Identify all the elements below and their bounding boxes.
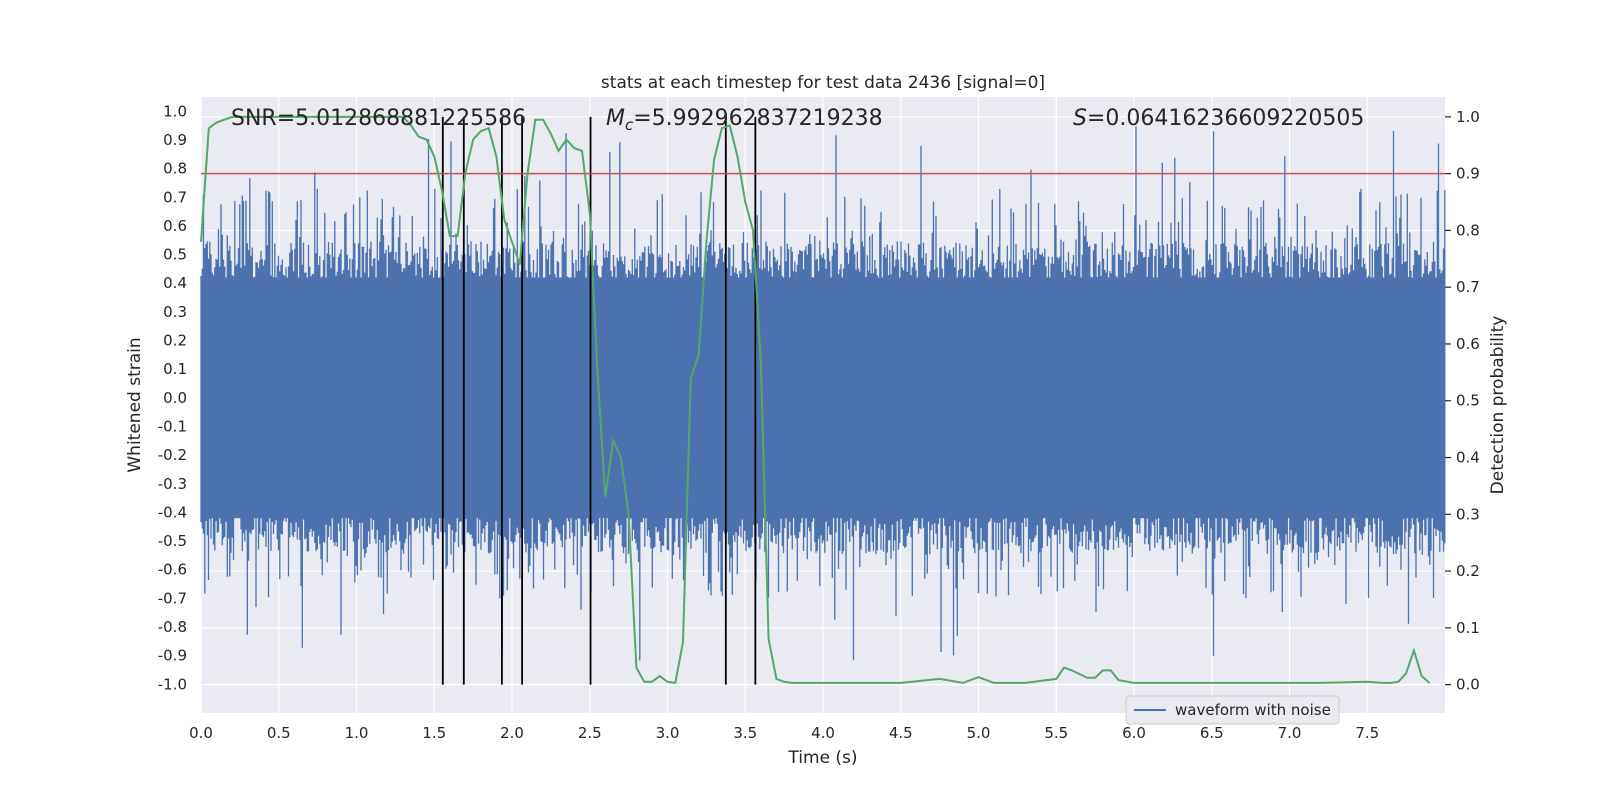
x-tick-label: 6.5: [1200, 724, 1224, 742]
x-tick-label: 5.0: [967, 724, 991, 742]
x-axis-ticks: 0.0 0.5 1.0 1.5 2.0 2.5 3.0 3.5 4.0 4.5 5.0 5.5 6.0 6…: [189, 724, 1379, 742]
right-y-tick-label: 0.3: [1456, 505, 1480, 523]
right-y-tick-label: 0.2: [1456, 562, 1480, 580]
left-y-tick-label: -0.8: [158, 618, 187, 636]
left-y-tick-label: -0.1: [158, 417, 187, 435]
left-y-tick-label: -0.6: [158, 561, 187, 579]
x-tick-label: 0.5: [267, 724, 291, 742]
chart-title: stats at each timestep for test data 243…: [601, 73, 1045, 93]
left-y-tick-label: 0.9: [163, 131, 187, 149]
left-y-tick-label: 0.2: [163, 332, 187, 350]
left-y-tick-label: -1.0: [158, 675, 187, 693]
right-y-tick-label: 0.5: [1456, 392, 1480, 410]
left-y-axis-title: Whitened strain: [125, 337, 145, 472]
legend-box: [1125, 695, 1340, 725]
left-y-tick-label: -0.9: [158, 647, 187, 665]
left-y-tick-label: 0.0: [163, 389, 187, 407]
x-tick-label: 1.0: [345, 724, 369, 742]
left-y-tick-label: -0.3: [158, 475, 187, 493]
left-y-tick-label: 0.7: [163, 188, 187, 206]
right-y-tick-label: 0.0: [1456, 676, 1480, 694]
right-y-tick-label: 0.1: [1456, 619, 1480, 637]
right-y-axis-title: Detection probability: [1488, 316, 1508, 495]
probability-line: [200, 115, 1431, 685]
x-tick-label: 1.5: [422, 724, 446, 742]
x-tick-label: 0.0: [189, 724, 213, 742]
x-tick-label: 2.0: [500, 724, 524, 742]
x-tick-label: 4.5: [889, 724, 913, 742]
s-symbol: S: [1073, 106, 1087, 131]
chirp-mass-subscript: c: [625, 116, 634, 134]
waveform-trace: [200, 126, 1446, 661]
right-y-tick-label: 0.6: [1456, 335, 1480, 353]
left-y-tick-label: -0.5: [158, 532, 187, 550]
left-y-tick-label: 1.0: [163, 102, 187, 120]
right-y-tick-label: 1.0: [1456, 108, 1480, 126]
chirp-mass-annotation: Mc=5.992962837219238: [606, 106, 883, 134]
x-tick-label: 2.5: [578, 724, 602, 742]
left-y-tick-label: 0.4: [163, 274, 187, 292]
left-y-tick-label: 0.5: [163, 246, 187, 264]
x-tick-label: 3.5: [733, 724, 757, 742]
x-tick-label: 5.5: [1044, 724, 1068, 742]
probability-series: [200, 115, 1431, 685]
x-axis-title: Time (s): [787, 748, 857, 768]
chirp-mass-symbol: M: [606, 106, 625, 131]
left-y-tick-label: 0.8: [163, 160, 187, 178]
x-tick-label: 6.0: [1122, 724, 1146, 742]
x-tick-label: 7.0: [1278, 724, 1302, 742]
snr-annotation: SNR=5.012868881225586: [231, 106, 526, 131]
chirp-mass-value: =5.992962837219238: [633, 106, 882, 131]
left-y-axis-ticks: 1.0 0.9 0.8 0.7 0.6 0.5 0.4 0.3 0.2 0.1 0.0 -0.1 -0.…: [158, 102, 187, 693]
legend-label: waveform with noise: [1175, 701, 1331, 719]
left-y-tick-label: -0.7: [158, 589, 187, 607]
left-y-tick-label: 0.3: [163, 303, 187, 321]
right-y-tick-label: 0.4: [1456, 449, 1480, 467]
right-y-tick-label: 0.7: [1456, 278, 1480, 296]
s-annotation: S=0.06416236609220505: [1073, 106, 1364, 131]
waveform-series: [200, 126, 1446, 661]
right-y-tick-label: 0.9: [1456, 165, 1480, 183]
left-y-tick-label: 0.6: [163, 217, 187, 235]
right-y-axis-ticks: 1.0 0.9 0.8 0.7 0.6 0.5 0.4 0.3 0.2 0.1 0.0: [1445, 108, 1480, 694]
x-tick-label: 4.0: [811, 724, 835, 742]
left-y-tick-label: -0.4: [158, 503, 187, 521]
s-value: =0.06416236609220505: [1087, 106, 1364, 131]
x-tick-label: 3.0: [656, 724, 680, 742]
x-tick-label: 7.5: [1355, 724, 1379, 742]
left-y-tick-label: 0.1: [163, 360, 187, 378]
legend: waveform with noise: [1125, 695, 1340, 725]
right-y-tick-label: 0.8: [1456, 221, 1480, 239]
left-y-tick-label: -0.2: [158, 446, 187, 464]
